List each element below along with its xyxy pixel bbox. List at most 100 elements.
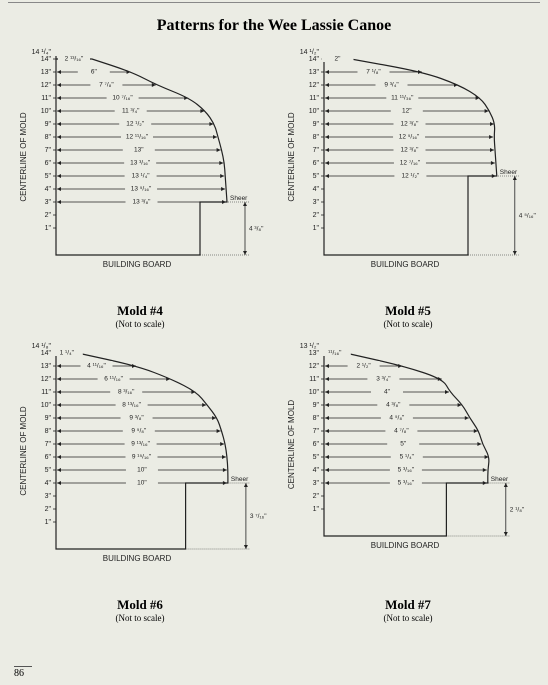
mold-panel-4: 14"13"12"11"10"9"8"7"6"5"4"3"2"1"14 ¹/₄"… bbox=[8, 41, 272, 329]
svg-text:4": 4" bbox=[313, 186, 320, 193]
svg-text:7": 7" bbox=[45, 147, 52, 154]
svg-text:6": 6" bbox=[313, 160, 320, 167]
mold-grid: 14" 13" 12" 11" 10" 9" 8" 7" 6" 5" 4" 3" 2" 1" 14 ¹/₄"… bbox=[0, 41, 548, 623]
svg-text:5 ³/₁₆": 5 ³/₁₆" bbox=[398, 467, 415, 474]
svg-text:11": 11" bbox=[309, 95, 319, 102]
svg-text:1": 1" bbox=[45, 225, 52, 232]
svg-text:BUILDING BOARD: BUILDING BOARD bbox=[371, 260, 440, 269]
svg-text:2": 2" bbox=[45, 212, 52, 219]
svg-text:10": 10" bbox=[309, 108, 320, 115]
svg-text:2 ¹/₈": 2 ¹/₈" bbox=[510, 507, 525, 514]
svg-text:10": 10" bbox=[137, 480, 147, 487]
svg-text:8": 8" bbox=[45, 134, 52, 141]
svg-text:3 ⁷/₁₆": 3 ⁷/₁₆" bbox=[250, 513, 267, 520]
svg-text:12": 12" bbox=[402, 108, 412, 115]
svg-text:BUILDING BOARD: BUILDING BOARD bbox=[103, 260, 172, 269]
svg-text:3 ³/₄": 3 ³/₄" bbox=[376, 376, 391, 383]
svg-text:BUILDING BOARD: BUILDING BOARD bbox=[371, 541, 440, 550]
svg-text:6": 6" bbox=[45, 160, 52, 167]
svg-text:14": 14" bbox=[309, 56, 320, 63]
svg-text:12": 12" bbox=[309, 363, 320, 370]
svg-text:7 ¹/₈": 7 ¹/₈" bbox=[366, 69, 381, 76]
svg-text:9 ⁵/₈": 9 ⁵/₈" bbox=[131, 428, 147, 435]
svg-text:13 ¹/₂": 13 ¹/₂" bbox=[300, 343, 320, 350]
svg-text:4": 4" bbox=[313, 467, 320, 474]
svg-text:8": 8" bbox=[45, 428, 52, 435]
svg-text:8 ¹³/₁₆": 8 ¹³/₁₆" bbox=[122, 402, 141, 409]
svg-text:5": 5" bbox=[45, 467, 52, 474]
svg-text:6 ¹¹/₁₆": 6 ¹¹/₁₆" bbox=[104, 376, 123, 383]
mold-title: Mold #7 bbox=[276, 597, 540, 613]
svg-text:9": 9" bbox=[313, 402, 320, 409]
svg-text:2": 2" bbox=[335, 56, 342, 63]
svg-text:6": 6" bbox=[45, 454, 52, 461]
svg-text:12 ¹/₂": 12 ¹/₂" bbox=[126, 121, 145, 128]
svg-text:CENTERLINE OF MOLD: CENTERLINE OF MOLD bbox=[287, 400, 296, 490]
svg-text:8": 8" bbox=[313, 134, 320, 141]
mold-title: Mold #4 bbox=[8, 303, 272, 319]
mold-subtitle: (Not to scale) bbox=[8, 319, 272, 329]
svg-text:CENTERLINE OF MOLD: CENTERLINE OF MOLD bbox=[19, 406, 28, 496]
svg-text:12 ³/₈": 12 ³/₈" bbox=[400, 121, 419, 128]
mold-title: Mold #6 bbox=[8, 597, 272, 613]
svg-text:1": 1" bbox=[313, 506, 320, 513]
svg-text:13": 13" bbox=[134, 147, 144, 154]
svg-text:12 ³/₈": 12 ³/₈" bbox=[400, 147, 419, 154]
svg-text:4 ³/₈": 4 ³/₈" bbox=[249, 226, 264, 233]
svg-text:4 ⁷/₈": 4 ⁷/₈" bbox=[394, 428, 409, 435]
svg-text:4 ³/₈": 4 ³/₈" bbox=[386, 402, 401, 409]
svg-text:5": 5" bbox=[45, 173, 52, 180]
svg-text:12 ⁷/₁₆": 12 ⁷/₁₆" bbox=[400, 160, 421, 167]
svg-text:12 ¹¹/₁₆": 12 ¹¹/₁₆" bbox=[126, 134, 149, 141]
page-title: Patterns for the Wee Lassie Canoe bbox=[8, 2, 540, 41]
svg-text:2": 2" bbox=[313, 212, 320, 219]
svg-text:4 ⁵/₁₆": 4 ⁵/₁₆" bbox=[519, 213, 537, 220]
svg-text:12": 12" bbox=[41, 376, 52, 383]
svg-text:14 ¹/₈": 14 ¹/₈" bbox=[32, 343, 52, 350]
svg-text:9 ¹³/₁₆": 9 ¹³/₁₆" bbox=[131, 441, 150, 448]
svg-text:12": 12" bbox=[309, 82, 320, 89]
svg-text:7": 7" bbox=[313, 147, 320, 154]
mold-panel-5: 14"13"12"11"10"9"8"7"6"5"4"3"2"1"14 ¹/₂"… bbox=[276, 41, 540, 329]
svg-text:13 ³/₈": 13 ³/₈" bbox=[132, 199, 151, 206]
svg-text:6": 6" bbox=[313, 441, 320, 448]
svg-text:9 ³/₈": 9 ³/₈" bbox=[129, 415, 144, 422]
svg-text:9": 9" bbox=[45, 415, 52, 422]
svg-text:6": 6" bbox=[91, 69, 98, 76]
svg-text:12": 12" bbox=[41, 82, 52, 89]
svg-text:10 ⁷/₁₆": 10 ⁷/₁₆" bbox=[112, 95, 133, 102]
mold-subtitle: (Not to scale) bbox=[276, 613, 540, 623]
svg-text:11": 11" bbox=[41, 95, 51, 102]
svg-text:5": 5" bbox=[400, 441, 407, 448]
svg-text:3": 3" bbox=[313, 199, 320, 206]
svg-text:11 ¹¹/₃₆": 11 ¹¹/₃₆" bbox=[391, 95, 414, 102]
svg-text:1 ¹/₄": 1 ¹/₄" bbox=[60, 350, 75, 357]
svg-text:5": 5" bbox=[313, 173, 320, 180]
svg-text:12 ⁵/₁₆": 12 ⁵/₁₆" bbox=[399, 134, 420, 141]
svg-text:8 ³/₁₆": 8 ³/₁₆" bbox=[118, 389, 135, 396]
svg-text:13 ⁵/₁₆": 13 ⁵/₁₆" bbox=[131, 186, 152, 193]
svg-text:13 ¹/₄": 13 ¹/₄" bbox=[132, 173, 151, 180]
svg-text:12 ¹/₂": 12 ¹/₂" bbox=[401, 173, 420, 180]
svg-text:7": 7" bbox=[45, 441, 52, 448]
svg-text:CENTERLINE OF MOLD: CENTERLINE OF MOLD bbox=[287, 112, 296, 202]
svg-text:CENTERLINE OF MOLD: CENTERLINE OF MOLD bbox=[19, 112, 28, 202]
svg-text:1": 1" bbox=[45, 519, 52, 526]
svg-text:13": 13" bbox=[41, 363, 52, 370]
svg-text:13": 13" bbox=[309, 350, 320, 357]
svg-text:14": 14" bbox=[41, 56, 52, 63]
svg-text:11": 11" bbox=[41, 389, 51, 396]
svg-text:3": 3" bbox=[45, 493, 52, 500]
svg-text:4": 4" bbox=[45, 186, 52, 193]
svg-text:13 ³/₁₆": 13 ³/₁₆" bbox=[130, 160, 151, 167]
svg-text:2": 2" bbox=[313, 493, 320, 500]
svg-text:9": 9" bbox=[45, 121, 52, 128]
svg-text:14 ¹/₄": 14 ¹/₄" bbox=[32, 49, 52, 56]
svg-text:13": 13" bbox=[41, 69, 52, 76]
svg-text:4": 4" bbox=[45, 480, 52, 487]
svg-text:3": 3" bbox=[45, 199, 52, 206]
svg-text:BUILDING BOARD: BUILDING BOARD bbox=[103, 554, 172, 563]
svg-text:Sheer: Sheer bbox=[231, 476, 249, 483]
svg-text:8": 8" bbox=[313, 415, 320, 422]
svg-text:10": 10" bbox=[309, 389, 320, 396]
